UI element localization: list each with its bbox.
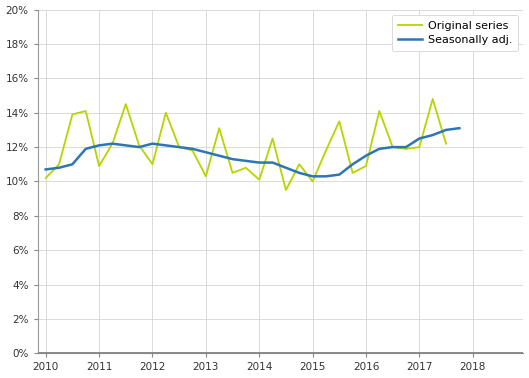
Original series [296,162,303,167]
Seasonally adj. [336,172,342,177]
Original series [376,109,382,113]
Seasonally adj. [83,147,89,151]
Seasonally adj. [323,174,329,178]
Original series [389,145,396,149]
Original series [443,141,449,146]
Original series [176,145,183,149]
Original series [69,112,76,117]
Original series [83,109,89,113]
Seasonally adj. [136,145,142,149]
Original series [56,162,62,167]
Original series [110,141,116,146]
Seasonally adj. [230,157,236,161]
Seasonally adj. [403,145,409,149]
Original series [203,174,209,178]
Original series [256,178,262,182]
Seasonally adj. [176,145,183,149]
Seasonally adj. [389,145,396,149]
Seasonally adj. [296,170,303,175]
Seasonally adj. [216,153,222,158]
Original series [403,147,409,151]
Seasonally adj. [269,160,276,165]
Original series [336,119,342,124]
Original series [96,164,102,168]
Seasonally adj. [376,147,382,151]
Seasonally adj. [149,141,156,146]
Legend: Original series, Seasonally adj.: Original series, Seasonally adj. [393,15,518,51]
Seasonally adj. [443,128,449,132]
Seasonally adj. [243,159,249,163]
Original series [216,126,222,130]
Seasonally adj. [69,162,76,167]
Seasonally adj. [203,150,209,155]
Original series [350,170,356,175]
Original series [363,164,369,168]
Seasonally adj. [282,166,289,170]
Original series [282,188,289,192]
Original series [123,102,129,106]
Seasonally adj. [162,143,169,148]
Original series [430,97,436,101]
Seasonally adj. [256,160,262,165]
Line: Original series: Original series [45,99,446,190]
Original series [230,170,236,175]
Seasonally adj. [456,126,462,130]
Seasonally adj. [56,166,62,170]
Original series [416,145,423,149]
Original series [309,179,316,184]
Seasonally adj. [350,162,356,167]
Seasonally adj. [416,136,423,141]
Seasonally adj. [363,153,369,158]
Original series [149,162,156,167]
Line: Seasonally adj.: Seasonally adj. [45,128,459,176]
Original series [136,143,142,148]
Original series [269,136,276,141]
Seasonally adj. [42,167,49,172]
Seasonally adj. [96,143,102,148]
Seasonally adj. [309,174,316,178]
Original series [243,166,249,170]
Seasonally adj. [430,133,436,137]
Original series [189,148,196,153]
Original series [323,148,329,153]
Seasonally adj. [123,143,129,148]
Seasonally adj. [189,147,196,151]
Seasonally adj. [110,141,116,146]
Original series [162,110,169,115]
Original series [42,176,49,180]
